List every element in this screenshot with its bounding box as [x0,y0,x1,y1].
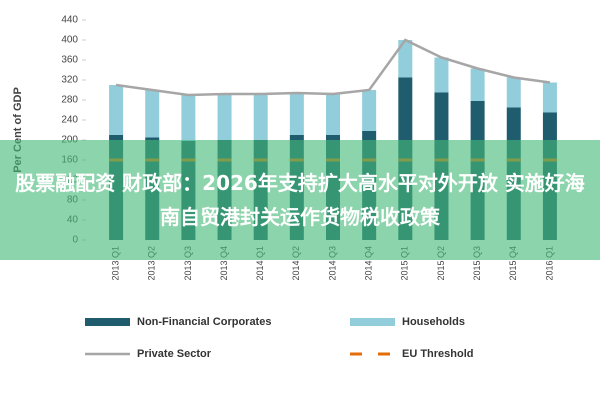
x-tick-label: 2014 Q3 [327,246,337,281]
y-tick-label: 400 [61,35,78,46]
y-tick-label: 280 [61,95,78,106]
bar [145,90,160,138]
x-tick-label: 2013 Q1 [110,246,120,281]
bar [217,94,232,140]
bar [398,40,413,78]
bar [506,77,521,108]
bar [253,94,268,140]
legend-swatch [85,318,130,326]
bar [470,68,485,101]
bar [362,90,377,131]
x-tick-label: 2015 Q4 [508,246,518,281]
bar [109,85,124,135]
legend-swatch [350,318,395,326]
y-tick-label: 320 [61,75,78,86]
bar [434,57,449,93]
bar [289,93,304,135]
x-tick-label: 2014 Q1 [255,246,265,281]
x-tick-label: 2013 Q2 [147,246,157,281]
x-tick-label: 2014 Q4 [364,246,374,281]
x-tick-label: 2015 Q3 [472,246,482,281]
legend-label: EU Threshold [402,348,474,360]
y-tick-label: 240 [61,115,78,126]
x-tick-label: 2014 Q2 [291,246,301,281]
x-tick-label: 2016 Q1 [544,246,554,281]
legend-label: Non-Financial Corporates [137,316,271,328]
bar [181,95,196,141]
y-tick-label: 360 [61,55,78,66]
x-tick-label: 2015 Q1 [400,246,410,281]
bar [542,82,557,113]
y-tick-label: 440 [61,15,78,26]
bar [326,94,340,135]
legend-label: Households [402,316,465,328]
x-tick-label: 2015 Q2 [436,246,446,281]
x-tick-label: 2013 Q3 [183,246,193,281]
legend-label: Private Sector [137,348,212,360]
x-tick-label: 2013 Q4 [219,246,229,281]
banner: 股票融配资 财政部：2026年支持扩大高水平对外开放 实施好海南自贸港封关运作货… [0,140,600,260]
line [115,38,551,97]
